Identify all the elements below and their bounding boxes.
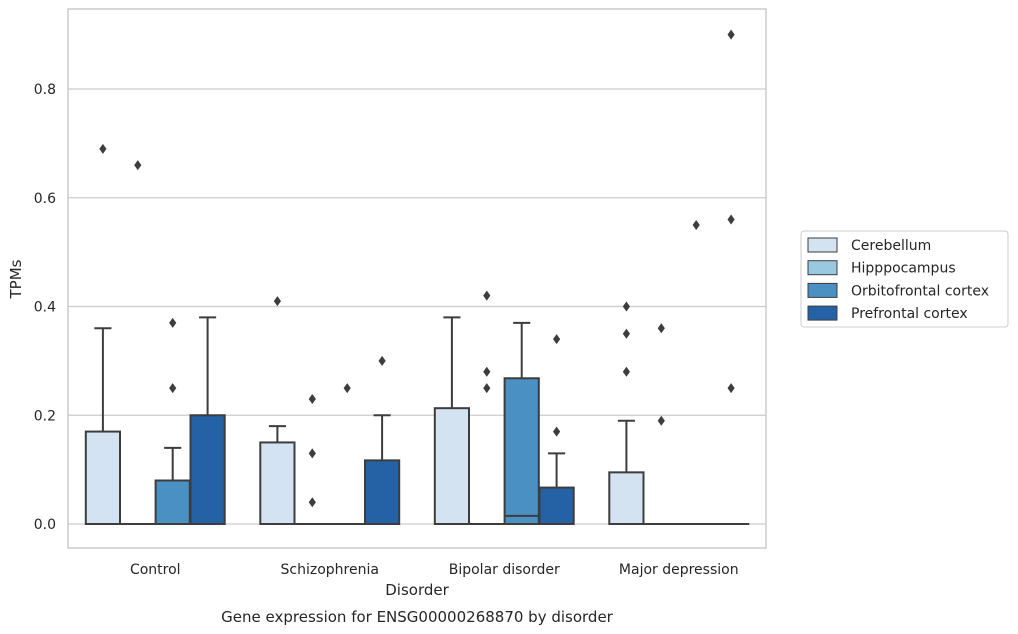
box (433, 407, 471, 525)
box-group (468, 290, 505, 526)
outlier-point (308, 448, 316, 459)
legend-item: Hipppocampus (807, 260, 956, 277)
outlier-point (483, 290, 491, 301)
box (154, 479, 191, 525)
outlier-point (483, 383, 491, 394)
box-group (259, 296, 296, 525)
box-group (712, 29, 750, 526)
outlier-point (169, 317, 177, 328)
legend-label: Cerebellum (851, 238, 931, 254)
x-tick-label: Bipolar disorder (449, 562, 560, 578)
chart-caption: Gene expression for ENSG00000268870 by d… (221, 608, 614, 626)
box-group (678, 219, 715, 526)
y-tick-label: 0.6 (34, 191, 56, 207)
legend-label: Hipppocampus (851, 261, 956, 277)
boxes-layer (84, 29, 750, 526)
outlier-point (553, 426, 561, 437)
outlier-point (622, 301, 630, 312)
box (538, 486, 575, 526)
outlier-point (727, 214, 735, 225)
box-group (294, 393, 331, 526)
outlier-point (727, 383, 735, 394)
outlier-point (378, 355, 386, 366)
legend-swatch (807, 260, 838, 276)
outlier-point (727, 29, 735, 40)
box-group (154, 317, 191, 525)
legend-label: Prefrontal cortex (851, 306, 968, 322)
box (363, 459, 401, 526)
outlier-point (273, 296, 281, 307)
x-tick-labels: Control Schizophrenia Bipolar disorder Majo… (130, 562, 739, 578)
x-tick-label: Control (130, 562, 181, 578)
legend-swatch (807, 305, 838, 321)
outlier-point (99, 143, 107, 154)
outlier-point (622, 328, 630, 339)
outlier-point (657, 323, 665, 334)
legend-swatch (807, 237, 838, 253)
box-group (608, 301, 645, 525)
outlier-point (657, 415, 665, 426)
outlier-point (308, 497, 316, 508)
y-tick-label: 0.8 (34, 82, 56, 98)
box-group (503, 321, 540, 525)
box-group (363, 355, 401, 526)
legend-frame (800, 230, 1009, 328)
box-group (643, 323, 680, 526)
box (503, 377, 540, 525)
box (608, 471, 645, 525)
x-tick-label: Schizophrenia (281, 562, 379, 578)
box-group (119, 160, 156, 526)
legend-label: Orbitofrontal cortex (851, 283, 989, 299)
legend: Cerebellum Hipppocampus Orbitofrontal cort… (800, 230, 1009, 328)
box-group (329, 383, 366, 526)
y-axis-label: TPMs (7, 259, 25, 299)
outlier-point (692, 219, 700, 230)
box (84, 430, 122, 525)
legend-swatch (807, 282, 838, 298)
x-tick-label: Major depression (619, 562, 739, 578)
outlier-point (134, 160, 142, 171)
legend-item: Orbitofrontal cortex (807, 282, 989, 299)
box (189, 414, 226, 525)
legend-item: Cerebellum (807, 237, 931, 254)
y-tick-label: 0.0 (34, 517, 56, 533)
outlier-point (483, 366, 491, 377)
box (259, 441, 296, 525)
box-group (433, 316, 471, 525)
legend-item: Prefrontal cortex (807, 305, 968, 322)
y-tick-labels: 0.0 0.2 0.4 0.6 0.8 (34, 82, 56, 533)
y-tick-label: 0.4 (34, 300, 56, 316)
outlier-point (622, 366, 630, 377)
outlier-point (169, 383, 177, 394)
outlier-point (308, 393, 316, 404)
plot-frame (67, 8, 767, 549)
box-group (189, 316, 226, 525)
box-group (538, 334, 575, 526)
y-tick-label: 0.2 (34, 408, 56, 424)
outlier-point (343, 383, 351, 394)
x-axis-label: Disorder (385, 581, 449, 599)
outlier-point (553, 334, 561, 345)
box-group (84, 143, 122, 525)
